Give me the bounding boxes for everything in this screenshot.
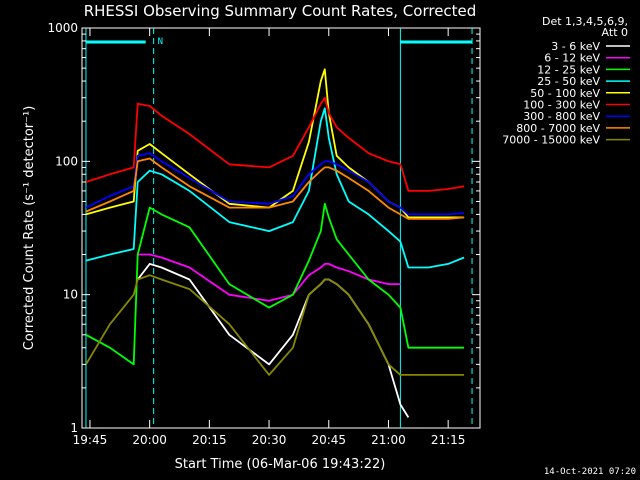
x-tick-label: 20:00 [132,433,167,447]
series-line [85,157,465,220]
legend-label: 100 - 300 keV [523,99,600,112]
x-axis: 19:45 20:00 20:15 20:30 20:45 21:00 21:15 [73,28,466,447]
legend-label: 7000 - 15000 keV [502,134,600,147]
night-marker: N [158,37,163,47]
y-tick-label: 100 [55,154,78,168]
x-tick-label: 20:30 [252,433,287,447]
plot-frame [81,27,481,429]
y-tick-label: 1000 [47,21,78,35]
series-line [85,274,465,376]
legend-label: 25 - 50 keV [537,75,600,88]
legend-title: Att 0 [602,26,628,39]
legend-label: 12 - 25 keV [537,63,600,76]
series-line [85,107,465,269]
legend-title: Det 1,3,4,5,6,9, [542,15,628,28]
plot-area: N [81,27,481,429]
x-tick-label: 21:15 [431,433,466,447]
x-tick-label: 19:45 [73,433,108,447]
x-axis-label: Start Time (06-Mar-06 19:43:22) [175,457,386,472]
y-axis: 1 10 100 1000 [47,21,480,435]
legend-label: 50 - 100 keV [530,87,600,100]
legend-label: 300 - 800 keV [523,110,600,123]
legend-label: 3 - 6 keV [551,40,600,53]
series-line [137,253,401,302]
series-line [85,202,465,366]
series-line [85,96,465,192]
legend-label: 6 - 12 keV [544,52,600,65]
date-stamp: 14-Oct-2021 07:20 [544,467,636,477]
x-tick-label: 20:15 [192,433,227,447]
chart-title: RHESSI Observing Summary Count Rates, Co… [84,2,477,20]
x-tick-label: 20:45 [311,433,346,447]
series-line [85,152,465,216]
x-tick-label: 21:00 [371,433,406,447]
legend-label: 800 - 7000 keV [516,122,600,135]
y-tick-label: 1 [70,421,78,435]
y-tick-label: 10 [63,288,78,302]
y-axis-label: Corrected Count Rate (s⁻¹ detector⁻¹) [22,106,37,351]
